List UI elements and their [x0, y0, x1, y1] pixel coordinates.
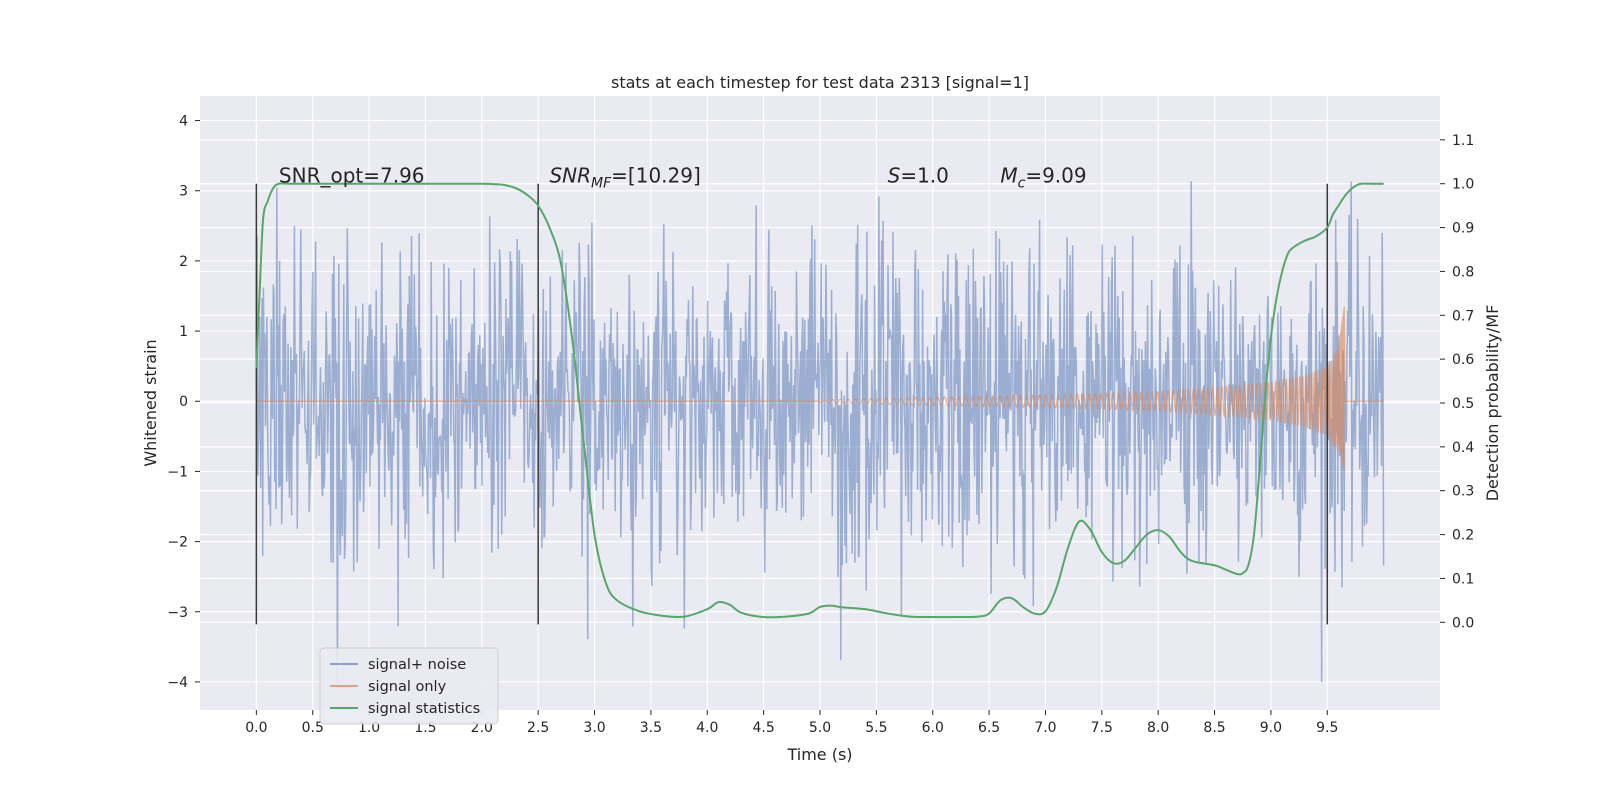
annotation-subscript: MF	[591, 175, 612, 191]
x-tick-label: 9.5	[1316, 720, 1338, 736]
x-tick-label: 4.5	[753, 720, 775, 736]
y-left-tick-label: 1	[179, 324, 188, 340]
x-tick-label: 3.5	[640, 720, 662, 736]
x-tick-label: 8.5	[1203, 720, 1225, 736]
x-tick-label: 0.0	[245, 720, 267, 736]
y-axis-left-ticks: −4 −3 −2 −1 0 1 2 3 4	[167, 114, 200, 691]
y-axis-right-ticks: 0.0 0.1 0.2 0.3 0.4 0.5 0.6 0.7 0.8 0.9 1.0 1.1	[1440, 133, 1474, 631]
annotation-value: =[10.29]	[611, 163, 701, 187]
annotation-text: SNRMF=[10.29]	[549, 163, 700, 191]
y-right-tick-label: 0.6	[1452, 352, 1474, 368]
y-left-tick-label: −3	[167, 605, 188, 621]
x-tick-label: 9.0	[1260, 720, 1282, 736]
legend: signal+ noise signal only signal statist…	[319, 647, 499, 725]
legend-label-signal-statistics: signal statistics	[368, 701, 480, 717]
signal-plus-noise-line	[255, 181, 1385, 686]
signal-statistics-line	[255, 182, 1384, 619]
series-signal-statistics	[255, 182, 1384, 619]
annotation-symbol: SNR	[549, 163, 591, 187]
x-tick-label: 7.0	[1034, 720, 1056, 736]
y-left-tick-label: 2	[179, 254, 188, 270]
annotation-text: Mc=9.09	[1000, 163, 1086, 191]
y-left-tick-label: −1	[167, 464, 188, 480]
y-axis-right-label: Detection probability/MF	[1483, 305, 1502, 502]
chart-title: stats at each timestep for test data 231…	[611, 73, 1029, 92]
y-right-tick-label: 0.3	[1452, 484, 1474, 500]
annotations: SNR_opt=7.96 SNRMF=[10.29] S=1.0 Mc=9.09	[279, 163, 1087, 191]
annotation-value: =9.09	[1025, 163, 1086, 187]
x-tick-label: 6.0	[922, 720, 944, 736]
vertical-markers	[255, 183, 1329, 625]
y-right-tick-label: 0.2	[1452, 528, 1474, 544]
y-left-tick-label: 4	[179, 114, 188, 130]
annotation-symbol: S	[888, 163, 901, 187]
x-tick-label: 5.0	[809, 720, 831, 736]
y-left-tick-label: 3	[179, 184, 188, 200]
annotation-symbol: M	[1000, 163, 1017, 187]
y-right-tick-label: 1.1	[1452, 133, 1474, 149]
legend-label-signal-only: signal only	[368, 679, 447, 695]
annotation-text: SNR_opt=7.96	[279, 163, 425, 187]
x-tick-label: 7.5	[1091, 720, 1113, 736]
x-tick-label: 3.0	[583, 720, 605, 736]
x-tick-label: 2.5	[527, 720, 549, 736]
annotation-subscript: c	[1018, 175, 1026, 191]
signal-only-line	[819, 306, 1384, 472]
y-right-tick-label: 0.7	[1452, 308, 1474, 324]
x-tick-label: 6.5	[978, 720, 1000, 736]
y-right-tick-label: 0.4	[1452, 440, 1474, 456]
x-tick-label: 0.5	[302, 720, 324, 736]
plot-content	[255, 181, 1385, 686]
y-left-tick-label: 0	[179, 394, 188, 410]
y-axis-left-label: Whitened strain	[141, 339, 160, 466]
x-tick-label: 4.0	[696, 720, 718, 736]
x-axis-label: Time (s)	[786, 745, 852, 764]
legend-box	[319, 647, 499, 725]
y-right-tick-label: 0.8	[1452, 264, 1474, 280]
y-right-tick-label: 0.9	[1452, 221, 1474, 237]
annotation-text: S=1.0	[888, 163, 949, 187]
x-tick-label: 8.0	[1147, 720, 1169, 736]
y-left-tick-label: −4	[167, 675, 188, 691]
y-right-tick-label: 0.0	[1452, 615, 1474, 631]
y-right-tick-label: 1.0	[1452, 177, 1474, 193]
x-tick-label: 5.5	[865, 720, 887, 736]
y-left-tick-label: −2	[167, 535, 188, 551]
series-signal-plus-noise	[255, 181, 1385, 686]
y-right-tick-label: 0.1	[1452, 571, 1474, 587]
annotation-value: =1.0	[900, 163, 949, 187]
y-right-tick-label: 0.5	[1452, 396, 1474, 412]
legend-label-signal-plus-noise: signal+ noise	[368, 657, 466, 673]
